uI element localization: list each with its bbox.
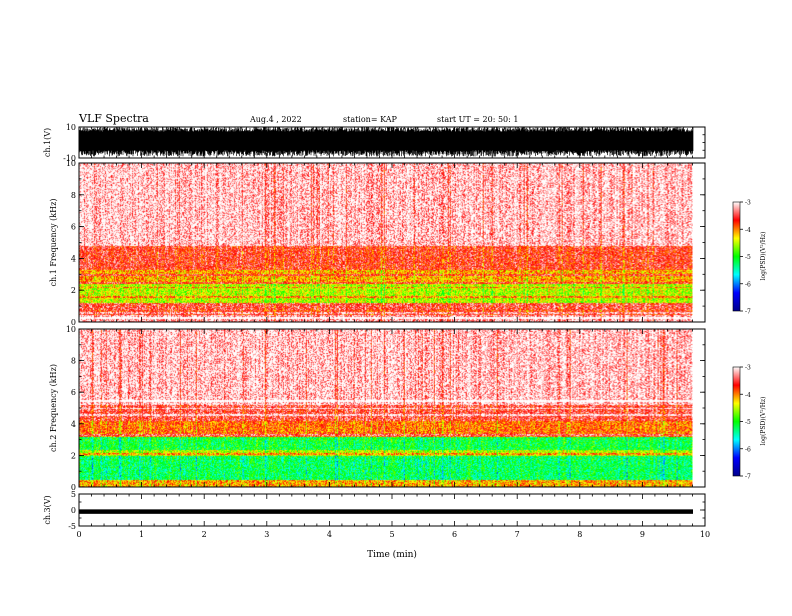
x-tick-label: 6 xyxy=(452,530,457,539)
ch1-colorbar-scale xyxy=(732,201,741,312)
colorbar-tick-label: -7 xyxy=(745,474,751,481)
y-tick-label: 8 xyxy=(71,357,76,366)
colorbar-tick-label: -5 xyxy=(745,419,751,426)
y-tick-label: 8 xyxy=(71,191,76,200)
y-tick-label: 10 xyxy=(66,123,76,132)
colorbar-tick-label: -6 xyxy=(745,446,751,453)
ch2-spectrogram-ylabel: ch.2 Frequency (kHz) xyxy=(49,364,58,452)
x-tick-label: 10 xyxy=(700,530,710,539)
colorbar-tick-label: -7 xyxy=(745,309,751,316)
ch1-spectrogram-panel: 0 2 4 6 8 10 ch.1 Frequency (kHz) xyxy=(49,159,706,327)
y-tick-label: 10 xyxy=(66,159,76,168)
ch1-colorbar-label: log(PSD)(V²/Hz) xyxy=(760,232,767,281)
ch2-colorbar: -3 -4 -5 -6 -7 log(PSD)(V²/Hz) xyxy=(732,365,767,481)
x-tick-label: 4 xyxy=(327,530,332,539)
ch1-waveform-trace xyxy=(78,127,694,157)
ch1-waveform-ylabel: ch.1(V) xyxy=(43,128,52,157)
x-tick-label: 8 xyxy=(577,530,582,539)
y-tick-label: 5 xyxy=(71,490,76,499)
y-tick-label: 4 xyxy=(71,420,76,429)
x-tick-label: 2 xyxy=(202,530,207,539)
colorbar-tick-label: -3 xyxy=(745,365,751,372)
ch1-spectrogram-image xyxy=(79,163,693,322)
ch1-spectrogram-ylabel: ch.1 Frequency (kHz) xyxy=(49,199,58,287)
figure-title: VLF Spectra xyxy=(78,112,149,125)
ch1-waveform-line xyxy=(78,127,694,157)
y-tick-label: -10 xyxy=(63,154,76,163)
x-tick-label: 5 xyxy=(389,530,394,539)
y-tick-label: 0 xyxy=(71,506,76,515)
y-tick-label: 2 xyxy=(71,451,76,460)
colorbar-tick-label: -4 xyxy=(745,392,751,399)
x-tick-label: 1 xyxy=(139,530,144,539)
ch1-colorbar: -3 -4 -5 -6 -7 log(PSD)(V²/Hz) xyxy=(732,200,767,316)
ch3-waveform-line xyxy=(79,509,693,514)
ch3-waveform-trace xyxy=(79,509,693,514)
y-tick-label: 10 xyxy=(66,325,76,334)
start-ut-label: start UT = 20: 50: 1 xyxy=(437,115,518,124)
y-tick-label: 4 xyxy=(71,254,76,263)
ch1-waveform-panel: 10 -10 ch.1(V) xyxy=(43,123,706,163)
y-tick-label: 0 xyxy=(71,483,76,492)
x-tick-label: 7 xyxy=(515,530,520,539)
station-label: station= KAP xyxy=(343,115,398,124)
colorbar-tick-label: -3 xyxy=(745,200,751,207)
time-axis-label: Time (min) xyxy=(367,549,417,560)
date-label: Aug.4 , 2022 xyxy=(249,115,302,124)
ch2-spectrogram-panel: 0 2 4 6 8 10 ch.2 Frequency (kHz) xyxy=(49,325,706,492)
y-tick-label: 2 xyxy=(71,286,76,295)
x-tick-label: 0 xyxy=(76,530,81,539)
ch2-spectrogram-image xyxy=(79,329,693,487)
x-tick-label: 3 xyxy=(264,530,269,539)
ch2-colorbar-label: log(PSD)(V²/Hz) xyxy=(760,397,767,446)
ch2-colorbar-scale xyxy=(732,366,741,477)
x-tick-label: 9 xyxy=(640,530,645,539)
y-tick-label: 6 xyxy=(71,388,76,397)
colorbar-tick-label: -4 xyxy=(745,227,751,234)
colorbar-tick-label: -5 xyxy=(745,254,751,261)
ch3-waveform-ylabel: ch.3(V) xyxy=(43,495,52,524)
y-tick-label: -5 xyxy=(68,522,76,531)
colorbar-tick-label: -6 xyxy=(745,281,751,288)
y-tick-label: 0 xyxy=(71,318,76,327)
y-tick-label: 6 xyxy=(71,223,76,232)
